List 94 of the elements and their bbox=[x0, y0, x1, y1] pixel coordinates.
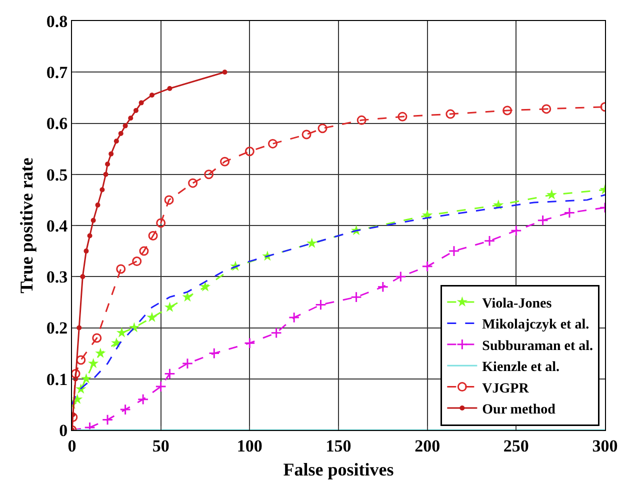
point bbox=[149, 92, 154, 98]
legend-label: Our method bbox=[482, 402, 556, 418]
y-axis-title: True positive rate bbox=[16, 158, 37, 294]
point bbox=[448, 245, 460, 257]
x-axis-title: False positives bbox=[283, 460, 394, 480]
point bbox=[395, 270, 406, 282]
point bbox=[377, 281, 389, 292]
x-tick-label: 100 bbox=[236, 436, 262, 456]
point bbox=[95, 348, 106, 358]
legend-label: Subburaman et al. bbox=[482, 338, 594, 354]
point bbox=[270, 327, 282, 339]
point bbox=[76, 355, 86, 365]
point bbox=[84, 248, 89, 254]
point bbox=[356, 115, 366, 125]
point bbox=[108, 151, 114, 156]
point bbox=[268, 138, 278, 148]
point bbox=[422, 260, 433, 272]
point bbox=[188, 178, 198, 188]
point bbox=[164, 368, 176, 380]
point bbox=[156, 218, 166, 228]
point bbox=[306, 238, 318, 248]
point bbox=[116, 264, 126, 274]
point bbox=[139, 246, 149, 256]
y-tick-label: 0.6 bbox=[46, 114, 68, 134]
point bbox=[315, 299, 326, 310]
point bbox=[484, 235, 496, 246]
point bbox=[80, 274, 86, 280]
point bbox=[222, 70, 228, 75]
legend-label: Viola-Jones bbox=[482, 296, 552, 312]
point bbox=[137, 394, 149, 405]
point bbox=[182, 291, 193, 302]
x-tick-label: 300 bbox=[592, 436, 618, 456]
point bbox=[350, 291, 362, 303]
point bbox=[76, 325, 82, 330]
point bbox=[88, 358, 99, 368]
y-tick-label: 0 bbox=[59, 420, 68, 440]
point bbox=[167, 86, 172, 91]
y-tick-label: 0.1 bbox=[46, 370, 68, 389]
point bbox=[542, 104, 552, 114]
point bbox=[128, 116, 134, 121]
point bbox=[105, 162, 110, 167]
x-tick-label: 50 bbox=[152, 436, 170, 456]
point bbox=[564, 207, 576, 218]
x-tick-label: 150 bbox=[326, 436, 352, 456]
y-tick-label: 0.4 bbox=[46, 216, 68, 236]
point bbox=[133, 108, 138, 113]
legend-label: Mikolajczyk et al. bbox=[482, 318, 590, 333]
point bbox=[102, 414, 114, 426]
x-tick-label: 250 bbox=[503, 436, 529, 456]
y-tick-label: 0.2 bbox=[46, 318, 68, 338]
point bbox=[446, 109, 456, 119]
point bbox=[100, 187, 105, 192]
point bbox=[220, 156, 230, 166]
point bbox=[116, 327, 128, 338]
point bbox=[118, 130, 124, 136]
point bbox=[80, 373, 92, 384]
point bbox=[103, 172, 108, 177]
point bbox=[155, 380, 166, 392]
y-tick-label: 0.7 bbox=[46, 63, 68, 82]
point bbox=[72, 369, 80, 379]
point bbox=[138, 100, 144, 106]
point bbox=[114, 138, 119, 144]
point bbox=[132, 256, 142, 266]
point bbox=[164, 195, 174, 205]
legend-label: Kienzle et al. bbox=[482, 360, 560, 376]
legend-label: VJGPR bbox=[482, 381, 530, 396]
point bbox=[302, 130, 312, 140]
point bbox=[200, 281, 211, 292]
point bbox=[244, 146, 254, 156]
point bbox=[537, 214, 548, 226]
point bbox=[288, 312, 300, 324]
point bbox=[148, 230, 158, 240]
point bbox=[146, 312, 158, 322]
point bbox=[182, 358, 194, 370]
point bbox=[244, 337, 256, 349]
point bbox=[208, 348, 220, 359]
point bbox=[318, 124, 328, 134]
point bbox=[90, 218, 96, 223]
y-tick-label: 0.3 bbox=[46, 268, 68, 287]
y-tick-label: 0.8 bbox=[46, 12, 68, 31]
point bbox=[92, 333, 102, 343]
x-tick-label: 200 bbox=[414, 436, 440, 456]
point bbox=[510, 224, 522, 236]
point bbox=[87, 233, 92, 238]
point bbox=[95, 202, 100, 208]
point bbox=[204, 170, 214, 180]
y-tick-label: 0.5 bbox=[46, 165, 68, 184]
point bbox=[546, 189, 558, 200]
point bbox=[502, 106, 512, 116]
point bbox=[120, 404, 131, 416]
point bbox=[72, 394, 83, 404]
point bbox=[122, 123, 128, 128]
point bbox=[398, 112, 408, 122]
point bbox=[164, 302, 176, 312]
